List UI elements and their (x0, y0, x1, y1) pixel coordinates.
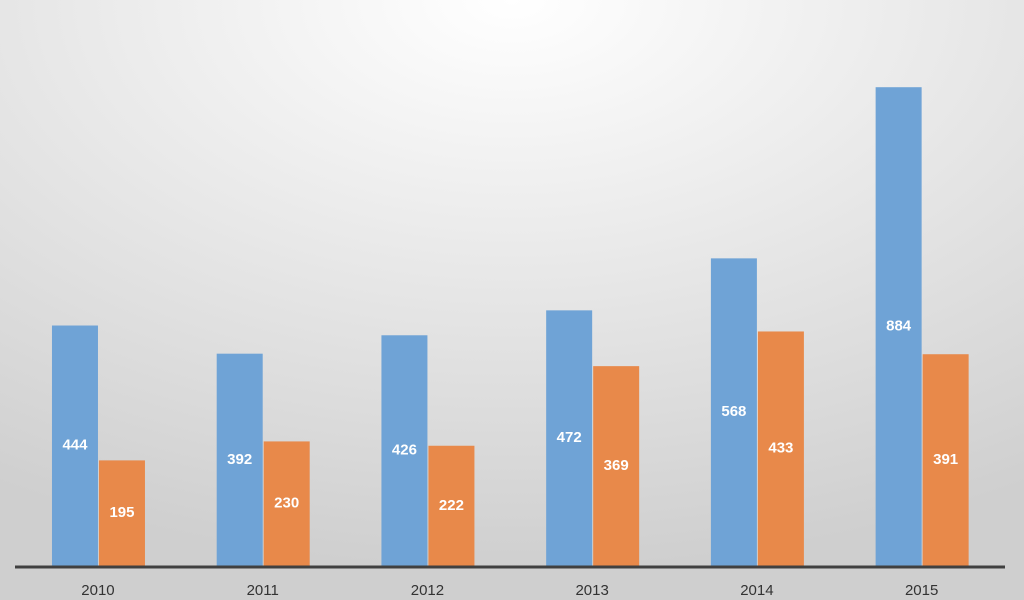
x-tick-label: 2012 (411, 582, 444, 599)
x-tick-label: 2013 (575, 582, 608, 599)
data-label: 472 (557, 429, 582, 446)
bar (875, 87, 922, 567)
data-label: 426 (392, 442, 417, 459)
x-tick-label: 2010 (81, 582, 114, 599)
data-label: 444 (62, 437, 88, 454)
x-tick-label: 2011 (247, 582, 279, 599)
plot-area: 444 195 392 230 426 222 472 369 568 433 884 391 (51, 87, 969, 567)
data-label: 392 (227, 451, 252, 468)
bar (51, 325, 98, 566)
bar (922, 354, 969, 566)
bar (428, 445, 475, 566)
data-label: 222 (439, 497, 464, 514)
bar (381, 335, 428, 566)
bar (98, 460, 145, 566)
bar (263, 441, 310, 566)
bar (710, 258, 757, 566)
data-label: 195 (109, 504, 134, 521)
bar (216, 353, 263, 566)
data-label: 369 (604, 457, 629, 474)
data-label: 230 (274, 495, 299, 512)
x-tick-label: 2014 (740, 582, 773, 599)
data-label: 884 (886, 318, 912, 335)
x-tick-label: 2015 (905, 582, 938, 599)
bar (593, 366, 640, 566)
data-label: 433 (768, 440, 793, 457)
bar (757, 331, 804, 566)
data-label: 391 (933, 451, 958, 468)
data-label: 568 (721, 403, 746, 420)
bar (546, 310, 593, 566)
